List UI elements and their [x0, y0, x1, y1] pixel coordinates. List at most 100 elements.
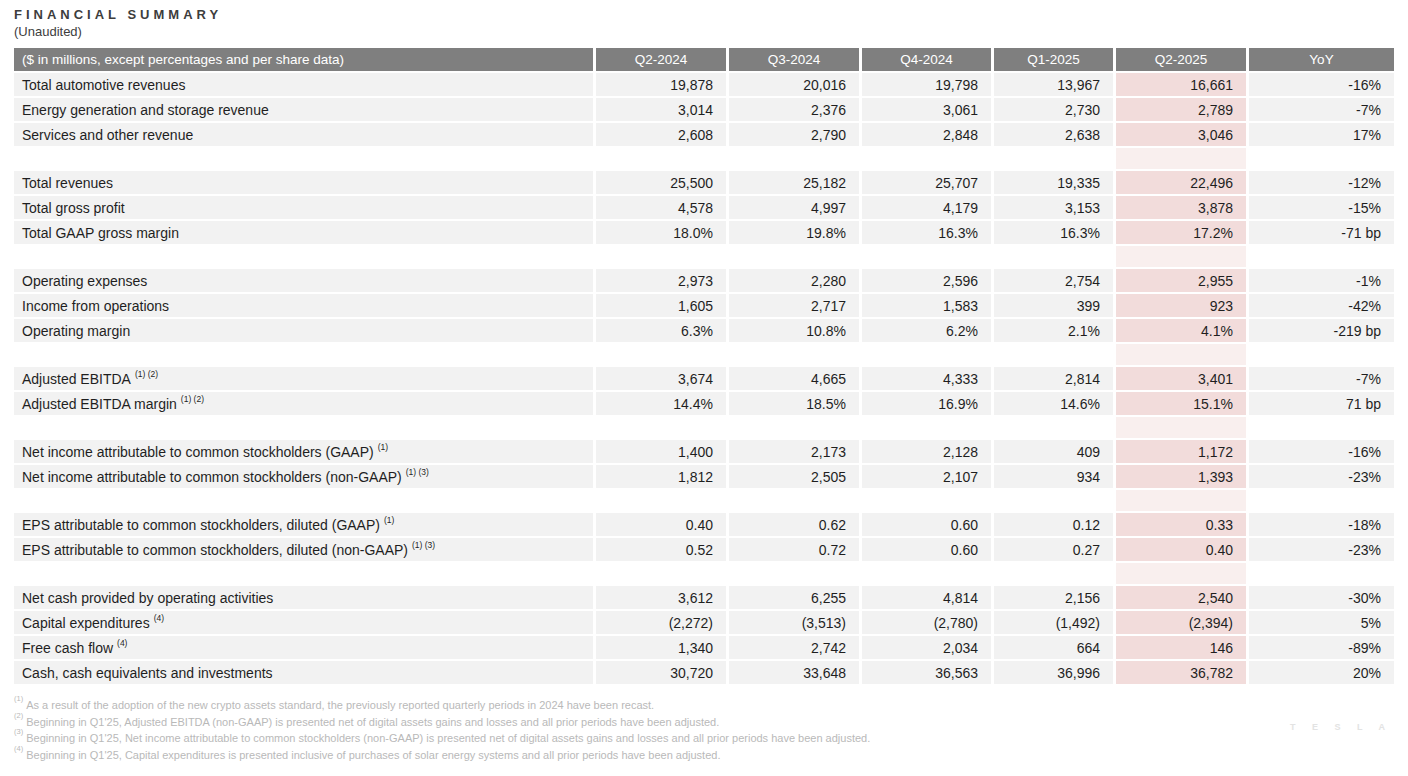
footnote-line: (1)As a result of the adoption of the ne… [14, 697, 1394, 714]
row-label: Net income attributable to common stockh… [14, 465, 593, 488]
spacer-cell [1249, 563, 1394, 584]
table-row: Capital expenditures(4)(2,272)(3,513)(2,… [14, 611, 1394, 634]
row-label: Adjusted EBITDA margin(1) (2) [14, 392, 593, 415]
yoy-cell: -7% [1249, 367, 1394, 390]
row-label: Operating margin [14, 319, 593, 342]
yoy-cell: 71 bp [1249, 392, 1394, 415]
footnote-marker: (1) (2) [135, 370, 158, 379]
table-header-label: ($ in millions, except percentages and p… [14, 48, 593, 71]
value-cell: 2,156 [994, 586, 1113, 609]
spacer-cell [1249, 148, 1394, 169]
value-cell: (3,513) [729, 611, 859, 634]
table-row: Adjusted EBITDA margin(1) (2)14.4%18.5%1… [14, 392, 1394, 415]
table-row: Cash, cash equivalents and investments30… [14, 661, 1394, 684]
value-cell: 0.40 [596, 513, 726, 536]
spacer-cell [729, 417, 859, 438]
value-cell: 0.72 [729, 538, 859, 561]
value-cell: 6.2% [862, 319, 991, 342]
value-cell: 3,061 [862, 98, 991, 121]
value-cell: (2,272) [596, 611, 726, 634]
value-cell: 0.40 [1116, 538, 1246, 561]
spacer-cell [729, 148, 859, 169]
value-cell: 1,812 [596, 465, 726, 488]
value-cell: 399 [994, 294, 1113, 317]
spacer-cell [14, 563, 593, 584]
table-row: Operating expenses2,9732,2802,5962,7542,… [14, 269, 1394, 292]
value-cell: 2,376 [729, 98, 859, 121]
column-header-q1-2025: Q1-2025 [994, 48, 1113, 71]
row-label: EPS attributable to common stockholders,… [14, 538, 593, 561]
footnote-marker: (1) [384, 516, 394, 525]
value-cell: 923 [1116, 294, 1246, 317]
table-row: Services and other revenue2,6082,7902,84… [14, 123, 1394, 146]
value-cell: 1,172 [1116, 440, 1246, 463]
value-cell: 2,973 [596, 269, 726, 292]
value-cell: 16.9% [862, 392, 991, 415]
table-row: EPS attributable to common stockholders,… [14, 513, 1394, 536]
row-label: Income from operations [14, 294, 593, 317]
table-row: Net income attributable to common stockh… [14, 440, 1394, 463]
spacer-cell [1249, 490, 1394, 511]
spacer-cell [14, 148, 593, 169]
yoy-cell: -18% [1249, 513, 1394, 536]
table-row: Total GAAP gross margin18.0%19.8%16.3%16… [14, 221, 1394, 244]
value-cell: 19,878 [596, 73, 726, 96]
value-cell: 2,730 [994, 98, 1113, 121]
financial-table-body: Total automotive revenues19,87820,01619,… [14, 73, 1394, 684]
spacer-cell [14, 344, 593, 365]
value-cell: 0.27 [994, 538, 1113, 561]
yoy-cell: -23% [1249, 538, 1394, 561]
spacer-cell [994, 246, 1113, 267]
group-spacer [14, 148, 1394, 169]
spacer-cell [729, 563, 859, 584]
financial-summary-page: FINANCIAL SUMMARY (Unaudited) ($ in mill… [0, 0, 1408, 776]
spacer-cell [596, 344, 726, 365]
value-cell: 2,638 [994, 123, 1113, 146]
value-cell: 3,612 [596, 586, 726, 609]
value-cell: 2,955 [1116, 269, 1246, 292]
footnote-marker: (4) [14, 744, 23, 753]
value-cell: (2,780) [862, 611, 991, 634]
spacer-cell [14, 246, 593, 267]
value-cell: 1,400 [596, 440, 726, 463]
spacer-cell [862, 417, 991, 438]
value-cell: 2,742 [729, 636, 859, 659]
value-cell: 18.5% [729, 392, 859, 415]
value-cell: 664 [994, 636, 1113, 659]
group-spacer [14, 490, 1394, 511]
value-cell: 19.8% [729, 221, 859, 244]
row-label: Net cash provided by operating activitie… [14, 586, 593, 609]
spacer-cell [862, 246, 991, 267]
footnote-marker: (1) (2) [181, 395, 204, 404]
table-row: EPS attributable to common stockholders,… [14, 538, 1394, 561]
value-cell: 16.3% [862, 221, 991, 244]
spacer-cell [1249, 417, 1394, 438]
spacer-cell [1249, 344, 1394, 365]
value-cell: 2,848 [862, 123, 991, 146]
spacer-cell [596, 490, 726, 511]
value-cell: 2,608 [596, 123, 726, 146]
footnote-marker: (1) (3) [406, 468, 429, 477]
spacer-cell [994, 344, 1113, 365]
value-cell: (2,394) [1116, 611, 1246, 634]
spacer-cell [862, 490, 991, 511]
row-label: Capital expenditures(4) [14, 611, 593, 634]
spacer-cell [1116, 563, 1246, 584]
spacer-cell [729, 246, 859, 267]
yoy-cell: -219 bp [1249, 319, 1394, 342]
value-cell: 30,720 [596, 661, 726, 684]
value-cell: 33,648 [729, 661, 859, 684]
spacer-cell [994, 490, 1113, 511]
value-cell: 0.33 [1116, 513, 1246, 536]
value-cell: 2,790 [729, 123, 859, 146]
yoy-cell: 17% [1249, 123, 1394, 146]
value-cell: 10.8% [729, 319, 859, 342]
footnote-marker: (4) [117, 639, 127, 648]
table-row: Total revenues25,50025,18225,70719,33522… [14, 171, 1394, 194]
spacer-cell [596, 417, 726, 438]
spacer-cell [1116, 490, 1246, 511]
yoy-cell: -89% [1249, 636, 1394, 659]
footnote-marker: (1) (3) [412, 541, 435, 550]
table-header-row: ($ in millions, except percentages and p… [14, 48, 1394, 71]
value-cell: 4,578 [596, 196, 726, 219]
